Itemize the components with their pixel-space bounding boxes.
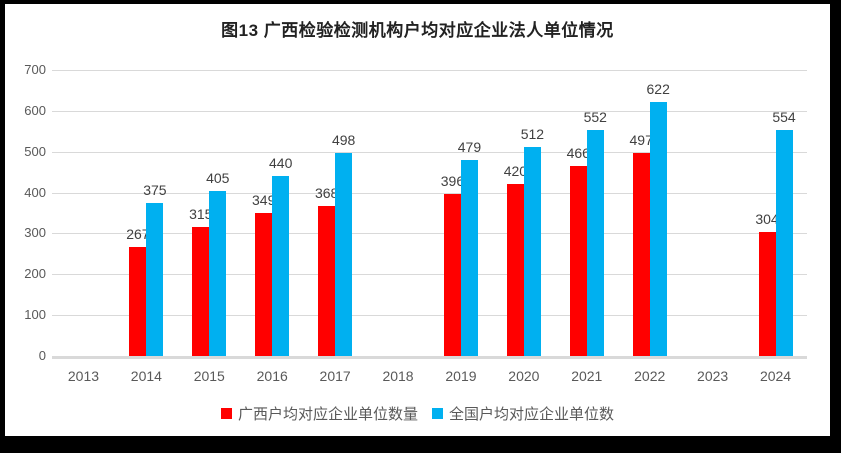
bar-value-label: 554 (772, 108, 796, 125)
bar-guangxi-2015 (192, 227, 210, 356)
legend-swatch-guangxi (220, 407, 232, 419)
bar-national-2014 (146, 202, 164, 356)
bar-national-2016 (272, 176, 290, 356)
x-axis-tick-label: 2024 (759, 368, 792, 384)
legend-item-national: 全国户均对应企业单位数 (432, 403, 614, 424)
y-axis-tick-label: 200 (24, 266, 46, 282)
gridline (52, 110, 807, 112)
x-axis-tick-label: 2016 (256, 368, 288, 384)
bar-guangxi-2020 (506, 184, 524, 356)
y-axis-tick-label: 100 (24, 307, 46, 323)
bar-value-label: 315 (189, 206, 213, 223)
x-axis-tick-label: 2018 (382, 368, 414, 384)
legend-label-national: 全国户均对应企业单位数 (449, 405, 615, 423)
bar-guangxi-2014 (129, 246, 147, 356)
x-axis-tick-label: 2022 (634, 368, 666, 384)
bar-value-label: 512 (520, 125, 545, 142)
bar-national-2017 (335, 152, 353, 356)
bar-value-label: 440 (269, 155, 293, 172)
bar-guangxi-2021 (569, 165, 587, 356)
bar-national-2015 (209, 190, 227, 356)
legend: 广西户均对应企业单位数量 全国户均对应企业单位数 (5, 403, 830, 423)
x-axis-tick-label: 2019 (445, 368, 477, 384)
bar-value-label: 375 (143, 181, 167, 198)
gridline (52, 315, 807, 317)
bar-value-label: 622 (646, 80, 670, 97)
legend-swatch-national (432, 407, 443, 419)
bar-value-label: 304 (755, 210, 779, 227)
chart-title: 图13 广西检验检测机构户均对应企业法人单位情况 (221, 21, 614, 40)
bar-guangxi-2017 (318, 205, 336, 356)
bar-guangxi-2024 (758, 231, 776, 356)
x-axis-tick-label: 2013 (67, 368, 100, 384)
bar-national-2019 (460, 160, 478, 356)
x-axis-tick-label: 2014 (130, 368, 162, 384)
bar-national-2021 (586, 130, 604, 356)
bar-value-label: 405 (206, 169, 230, 186)
x-axis-tick-label: 2020 (508, 368, 540, 384)
chart-card: 图13 广西检验检测机构户均对应企业法人单位情况 0 100 200 300 400 50… (5, 4, 830, 436)
x-axis-tick-label: 2015 (193, 368, 225, 384)
bar-value-label: 349 (252, 192, 276, 209)
bar-value-label: 466 (566, 144, 590, 161)
x-axis-tick-label: 2023 (697, 368, 729, 384)
y-axis-tick-label: 400 (24, 184, 46, 200)
bar-national-2022 (649, 101, 667, 356)
bar-value-label: 497 (629, 131, 653, 148)
bar-value-label: 368 (314, 184, 339, 201)
legend-label-guangxi: 广西户均对应企业单位数量 (237, 405, 418, 423)
y-axis-tick-label: 300 (24, 225, 46, 241)
bar-guangxi-2022 (632, 152, 650, 356)
bar-value-label: 552 (583, 109, 607, 126)
x-axis-tick-label: 2017 (319, 368, 351, 384)
y-axis-tick-label: 0 (38, 348, 46, 363)
y-axis-tick-label: 700 (24, 62, 46, 77)
bar-value-label: 420 (503, 163, 528, 180)
gridline (52, 151, 807, 153)
gridline (52, 70, 807, 71)
x-axis-tick-label: 2021 (571, 368, 603, 384)
gridline (52, 233, 807, 235)
bar-value-label: 498 (331, 131, 356, 148)
gridline (52, 274, 807, 276)
y-axis-tick-label: 500 (24, 143, 46, 159)
y-axis-tick-label: 600 (24, 102, 46, 118)
bar-guangxi-2019 (443, 194, 461, 356)
legend-item-guangxi: 广西户均对应企业单位数量 (220, 403, 418, 424)
bar-guangxi-2016 (255, 213, 273, 356)
bar-value-label: 396 (440, 173, 465, 190)
bar-national-2024 (775, 129, 793, 356)
bar-value-label: 479 (457, 139, 482, 156)
x-axis-baseline (52, 356, 807, 359)
gridline (52, 192, 807, 194)
bar-value-label: 267 (126, 225, 150, 242)
bar-national-2020 (523, 146, 541, 356)
plot-area: 0 100 200 300 400 500 600 700 2013 2014 2015 2016 20… (5, 4, 830, 436)
